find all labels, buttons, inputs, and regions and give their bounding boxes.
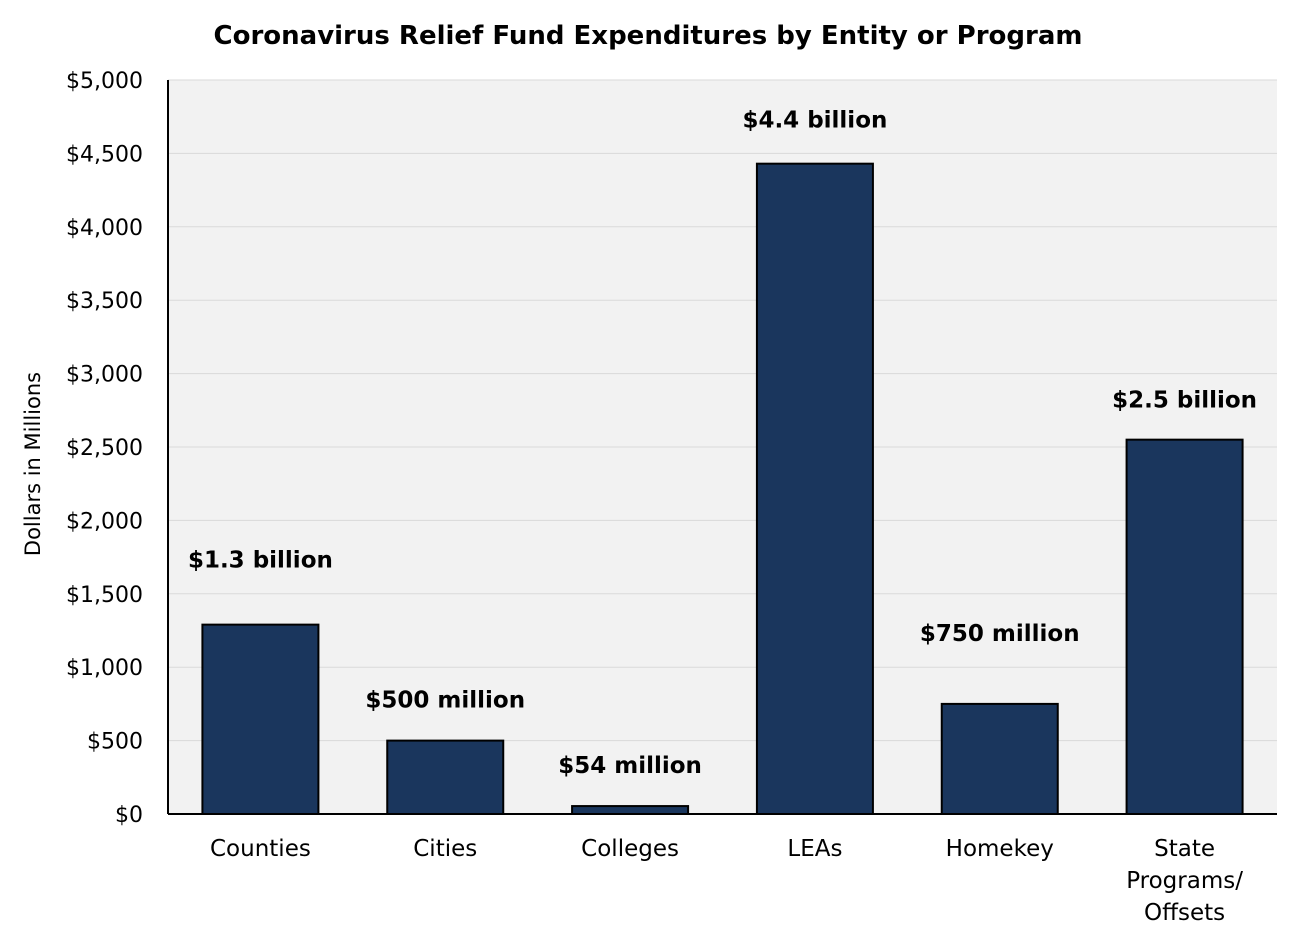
y-tick-labels: $0 $500 $1,000 $1,500 $2,000 $2,500 $3,000 $3,5… — [66, 69, 143, 828]
x-tick-label-line: LEAs — [787, 836, 842, 862]
y-tick-label: $2,000 — [66, 509, 143, 534]
bar — [571, 805, 690, 816]
y-tick-label: $3,000 — [66, 363, 143, 388]
bar — [940, 702, 1059, 816]
x-tick-label: Homekey — [946, 836, 1054, 862]
y-tick-label: $4,000 — [66, 216, 143, 241]
data-label: $1.3 billion — [188, 548, 333, 574]
y-tick-label: $5,000 — [66, 69, 143, 94]
x-tick-label: Counties — [210, 836, 311, 862]
y-tick-label: $3,500 — [66, 289, 143, 314]
x-tick-label-line: Counties — [210, 836, 311, 862]
x-tick-label-line: Offsets — [1144, 900, 1225, 926]
bar — [386, 739, 505, 815]
y-axis-label: Dollars in Millions — [21, 372, 45, 556]
bar — [201, 623, 320, 815]
y-tick-label: $4,500 — [66, 142, 143, 167]
data-label: $750 million — [920, 621, 1080, 647]
x-tick-label: LEAs — [787, 836, 842, 862]
x-tick-labels: Counties Cities Colleges LEAs Homekey State Pr… — [210, 836, 1243, 926]
x-tick-label: State Programs/Offsets — [1126, 836, 1243, 926]
bar — [1125, 438, 1244, 815]
x-tick-label-line: Programs/ — [1126, 868, 1243, 894]
x-tick-label-line: Cities — [413, 836, 477, 862]
bars — [201, 162, 1244, 816]
chart-title: Coronavirus Relief Fund Expenditures by … — [214, 21, 1083, 51]
axes — [167, 80, 1277, 815]
x-tick-label-line: State — [1154, 836, 1215, 862]
y-tick-label: $500 — [87, 730, 143, 755]
bar — [755, 162, 874, 815]
data-label: $4.4 billion — [742, 108, 887, 134]
y-tick-label: $2,500 — [66, 436, 143, 461]
x-tick-label-line: Colleges — [581, 836, 679, 862]
data-label: $500 million — [365, 688, 525, 714]
data-labels: $1.3 billion $500 million $54 million $4.4 … — [188, 108, 1257, 779]
gridlines — [168, 79, 1277, 742]
x-tick-label: Colleges — [581, 836, 679, 862]
y-tick-label: $1,000 — [66, 656, 143, 681]
y-tick-label: $0 — [115, 803, 143, 828]
x-tick-label: Cities — [413, 836, 477, 862]
data-label: $54 million — [558, 753, 702, 779]
data-label: $2.5 billion — [1112, 388, 1257, 414]
y-tick-label: $1,500 — [66, 583, 143, 608]
x-tick-label-line: Homekey — [946, 836, 1054, 862]
